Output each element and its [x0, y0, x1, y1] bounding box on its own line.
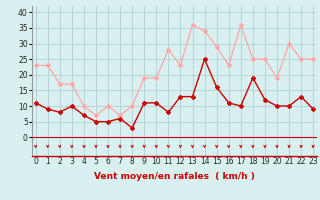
X-axis label: Vent moyen/en rafales  ( km/h ): Vent moyen/en rafales ( km/h ): [94, 172, 255, 181]
